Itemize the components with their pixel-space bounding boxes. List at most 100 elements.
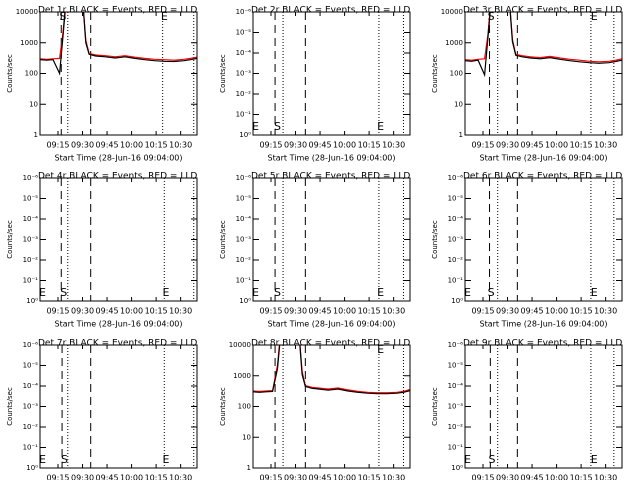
y-tick-label: 10⁻¹ [236, 277, 252, 285]
y-tick-label: 10⁻⁵ [236, 29, 252, 37]
y-tick-label: 100 [238, 403, 251, 411]
y-tick-label: 10⁻³ [236, 236, 252, 244]
x-tick-label: 10:30 [169, 474, 192, 480]
y-tick-label: 10⁰ [239, 131, 251, 139]
y-tick-label: 1000 [445, 39, 463, 47]
panel-title: Det 2r BLACK = Events, RED = LLD [251, 6, 410, 16]
y-axis-label: Counts/sec [431, 54, 439, 93]
x-axis-label: Start Time (28-Jun-16 09:04:00) [480, 320, 608, 329]
y-tick-label: 10⁻² [448, 256, 464, 264]
x-tick-label: 09:30 [284, 474, 307, 480]
y-tick-label: 10⁻³ [448, 236, 464, 244]
plot-frame [464, 177, 623, 302]
x-tick-label: 10:00 [120, 307, 143, 316]
annotation: E [464, 286, 471, 299]
x-tick-label: 09:45 [521, 307, 544, 316]
x-tick-label: 10:30 [382, 307, 405, 316]
y-tick-label: 10⁻¹ [448, 277, 464, 285]
x-axis-label: Start Time (28-Jun-16 09:04:00) [55, 320, 183, 329]
y-tick-label: 10⁻¹ [236, 111, 252, 119]
y-tick-label: 10⁻⁵ [236, 195, 252, 203]
y-tick-label: 10⁰ [451, 464, 463, 472]
plot-frame [464, 344, 623, 469]
data-line [40, 12, 197, 61]
y-tick-label: 10⁰ [239, 297, 251, 305]
x-tick-label: 10:30 [594, 141, 617, 150]
annotation: E [464, 453, 471, 466]
x-tick-label: 10:30 [169, 141, 192, 150]
y-axis-label: Counts/sec [6, 220, 14, 259]
annotation: E [377, 120, 384, 133]
x-tick-label: 10:30 [169, 307, 192, 316]
x-tick-label: 09:15 [471, 307, 494, 316]
y-tick-label: 10⁻⁴ [23, 382, 39, 390]
y-tick-label: 10⁻² [23, 256, 39, 264]
x-tick-label: 09:45 [309, 307, 332, 316]
x-tick-label: 10:00 [545, 141, 568, 150]
x-tick-label: 10:15 [145, 307, 168, 316]
y-tick-label: 1 [34, 131, 38, 139]
annotation: S [59, 10, 66, 23]
x-tick-label: 10:30 [594, 474, 617, 480]
y-tick-label: 10000 [441, 8, 463, 16]
y-tick-label: 10⁻² [236, 90, 252, 98]
panel-title: Det 6r BLACK = Events, RED = LLD [463, 172, 622, 182]
panel-title: Det 9r BLACK = Events, RED = LLD [463, 339, 622, 349]
data-line [40, 12, 197, 76]
y-tick-label: 10⁰ [26, 297, 38, 305]
y-tick-label: 10⁻² [23, 423, 39, 431]
y-axis-label: Counts/sec [219, 54, 227, 93]
y-tick-label: 1000 [233, 372, 251, 380]
y-tick-label: 10⁻² [448, 423, 464, 431]
plot-frame [464, 11, 623, 136]
data-line [465, 12, 622, 78]
y-tick-label: 10⁻⁶ [448, 174, 464, 182]
annotation: E [591, 453, 598, 466]
x-tick-label: 09:45 [96, 474, 119, 480]
y-tick-label: 10⁻⁵ [448, 362, 464, 370]
plot-frame [252, 11, 411, 136]
panel: Det 5r BLACK = Events, RED = LLD Start Ti… [219, 172, 411, 329]
x-axis-label: Start Time (28-Jun-16 09:04:00) [268, 154, 396, 163]
y-tick-label: 10⁻⁴ [236, 215, 252, 223]
y-tick-label: 10⁻³ [448, 403, 464, 411]
y-tick-label: 1 [247, 464, 251, 472]
y-tick-label: 10000 [229, 341, 251, 349]
x-tick-label: 09:15 [46, 307, 69, 316]
annotation: S [274, 120, 281, 133]
y-tick-label: 1 [459, 131, 463, 139]
y-tick-label: 10⁻⁶ [23, 341, 39, 349]
y-tick-label: 10⁻⁴ [236, 49, 252, 57]
y-axis-label: Counts/sec [431, 220, 439, 259]
y-tick-label: 100 [25, 70, 38, 78]
annotation: E [162, 286, 169, 299]
x-tick-label: 09:45 [96, 141, 119, 150]
y-tick-label: 10⁻⁴ [448, 382, 464, 390]
y-tick-label: 10000 [16, 8, 38, 16]
y-tick-label: 10⁻⁴ [448, 215, 464, 223]
y-tick-label: 10⁻¹ [23, 444, 39, 452]
y-tick-label: 10⁻⁶ [236, 8, 252, 16]
x-tick-label: 09:30 [496, 141, 519, 150]
y-tick-label: 10⁰ [26, 464, 38, 472]
x-tick-label: 09:45 [309, 141, 332, 150]
x-tick-label: 09:15 [259, 474, 282, 480]
x-tick-label: 09:30 [496, 474, 519, 480]
annotation: S [488, 453, 495, 466]
x-tick-label: 09:15 [46, 141, 69, 150]
annotation: E [39, 286, 46, 299]
x-tick-label: 10:15 [570, 141, 593, 150]
x-tick-label: 09:45 [96, 307, 119, 316]
panel-title: Det 5r BLACK = Events, RED = LLD [251, 172, 410, 182]
panel-title: Det 4r BLACK = Events, RED = LLD [38, 172, 197, 182]
x-tick-label: 09:15 [259, 141, 282, 150]
panel: Det 1r BLACK = Events, RED = LLD Start Ti… [6, 6, 198, 163]
x-tick-label: 09:45 [521, 474, 544, 480]
x-tick-label: 10:00 [120, 141, 143, 150]
annotation: E [252, 286, 259, 299]
panel: Det 3r BLACK = Events, RED = LLD Start Ti… [431, 6, 623, 163]
x-tick-label: 10:15 [145, 474, 168, 480]
